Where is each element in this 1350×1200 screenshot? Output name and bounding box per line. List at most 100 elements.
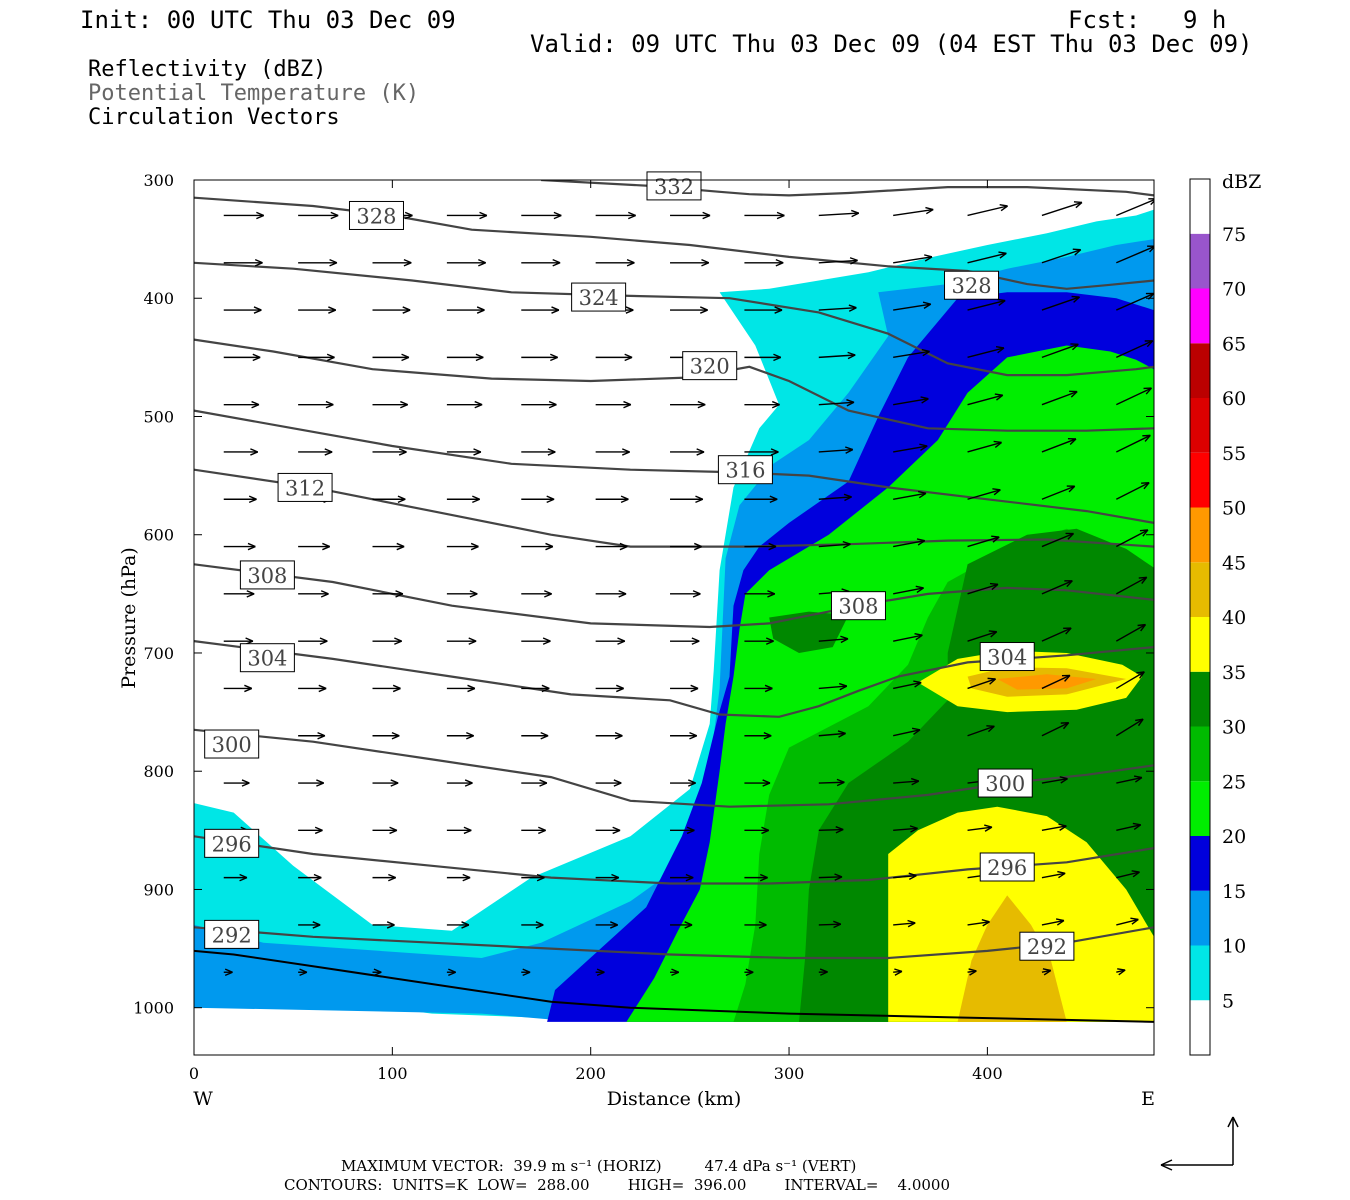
circulation-vector — [744, 400, 780, 409]
circulation-vector — [670, 684, 699, 693]
circulation-vector — [1041, 248, 1082, 264]
circulation-vector — [967, 582, 999, 595]
circulation-vector — [521, 211, 562, 220]
svg-text:296: 296 — [212, 832, 252, 856]
circulation-vector — [372, 779, 399, 787]
circulation-vector — [893, 825, 918, 833]
reflectivity-45-region — [997, 674, 1097, 690]
circulation-vector — [446, 259, 486, 267]
circulation-vector — [1041, 627, 1072, 642]
circulation-vector — [595, 590, 627, 598]
circulation-vector — [670, 921, 693, 929]
circulation-vector — [521, 306, 560, 314]
contour-label-312: 312 — [277, 472, 333, 502]
colorbar-label: 55 — [1222, 443, 1246, 465]
circulation-vector — [521, 684, 550, 693]
circulation-vector — [744, 211, 785, 220]
circulation-vector — [1116, 387, 1153, 406]
circulation-vector — [893, 872, 917, 881]
svg-text:308: 308 — [838, 595, 878, 619]
circulation-vector — [223, 495, 257, 504]
circulation-vector — [967, 251, 1007, 264]
circulation-vector — [298, 637, 328, 645]
circulation-vector — [446, 779, 473, 787]
forecast-hour: 9 h — [1183, 6, 1227, 34]
circulation-vector — [1116, 434, 1151, 453]
colorbar-frame — [1189, 178, 1211, 1056]
circulation-vector — [372, 353, 410, 362]
y-tick-label: 1000 — [133, 999, 174, 1018]
circulation-vector — [372, 684, 401, 693]
circulation-vector — [595, 211, 636, 220]
circulation-vector — [670, 637, 700, 645]
circulation-vector — [223, 873, 248, 882]
circulation-vector — [595, 353, 633, 362]
contour-label-292: 292 — [1019, 931, 1075, 961]
circulation-vector — [298, 211, 339, 220]
circulation-vector — [893, 538, 926, 548]
circulation-vector — [1116, 822, 1142, 832]
circulation-vector — [446, 873, 471, 882]
circulation-vector — [372, 448, 407, 456]
circulation-vector — [1041, 870, 1066, 879]
circulation-vector — [1041, 776, 1068, 784]
x-tick-label: 300 — [774, 1064, 805, 1083]
colorbar-swatch — [1190, 343, 1210, 398]
theta-contour-304 — [194, 640, 1154, 718]
colorbar-label: 65 — [1222, 333, 1246, 355]
circulation-vector — [521, 590, 552, 598]
colorbar-title: dBZ — [1222, 171, 1261, 193]
circulation-vector — [744, 542, 777, 551]
circulation-vector — [595, 968, 605, 976]
circulation-vector — [893, 680, 922, 690]
circulation-vector — [967, 725, 995, 737]
circulation-vector — [595, 873, 620, 882]
contour-label-324: 324 — [571, 282, 627, 312]
circulation-vector — [223, 448, 259, 456]
circulation-vector — [893, 490, 927, 500]
circulation-vector — [967, 535, 1000, 548]
colorbar-swatch — [1190, 562, 1210, 617]
circulation-vector — [744, 637, 774, 645]
colorbar-swatch — [1190, 507, 1210, 563]
colorbar-label: 5 — [1222, 990, 1234, 1012]
circulation-vector — [298, 259, 338, 267]
circulation-vector — [818, 446, 854, 454]
circulation-vector — [1041, 390, 1078, 406]
colorbar-swatch — [1190, 836, 1210, 891]
circulation-vector — [818, 540, 851, 549]
contour-label-320: 320 — [682, 351, 738, 381]
contour-label-304: 304 — [239, 643, 295, 673]
circulation-vector — [967, 346, 1005, 359]
svg-text:308: 308 — [247, 564, 287, 588]
y-axis-title: Pressure (hPa) — [118, 547, 140, 689]
svg-text:328: 328 — [356, 204, 396, 228]
circulation-vector — [818, 873, 843, 881]
circulation-vector — [372, 400, 408, 409]
colorbar-label: 30 — [1222, 717, 1246, 739]
contours-note: CONTOURS: UNITS=K LOW= 288.00 HIGH= 396.… — [284, 1176, 950, 1194]
colorbar-swatch — [1190, 179, 1210, 234]
circulation-vector — [818, 209, 860, 218]
contour-labels: 332 328 328 324 320 316 312 308 304 304 308 300 300 2… — [204, 171, 1075, 961]
circulation-vector — [521, 968, 531, 976]
reference-vector-icon — [1160, 1116, 1239, 1171]
svg-text:296: 296 — [987, 856, 1027, 880]
forecast-label: Fcst: — [1068, 6, 1141, 34]
x-tick-label: 0 — [189, 1064, 199, 1083]
colorbar-label: 15 — [1222, 881, 1246, 903]
circulation-vector — [818, 968, 828, 976]
circulation-vector — [223, 259, 263, 267]
circulation-vector — [893, 206, 934, 217]
circulation-vector — [967, 968, 977, 976]
circulation-vector — [1041, 580, 1073, 595]
y-tick-label: 300 — [143, 171, 174, 190]
circulation-vector — [372, 590, 404, 598]
circulation-vector — [967, 919, 990, 927]
circulation-vector — [298, 921, 321, 929]
circulation-vector — [670, 495, 704, 504]
circulation-vector — [818, 730, 846, 738]
colorbar: 5 10 15 20 25 30 35 40 45 50 55 60 65 70 75 — [1189, 178, 1246, 1056]
circulation-vector — [446, 826, 472, 835]
